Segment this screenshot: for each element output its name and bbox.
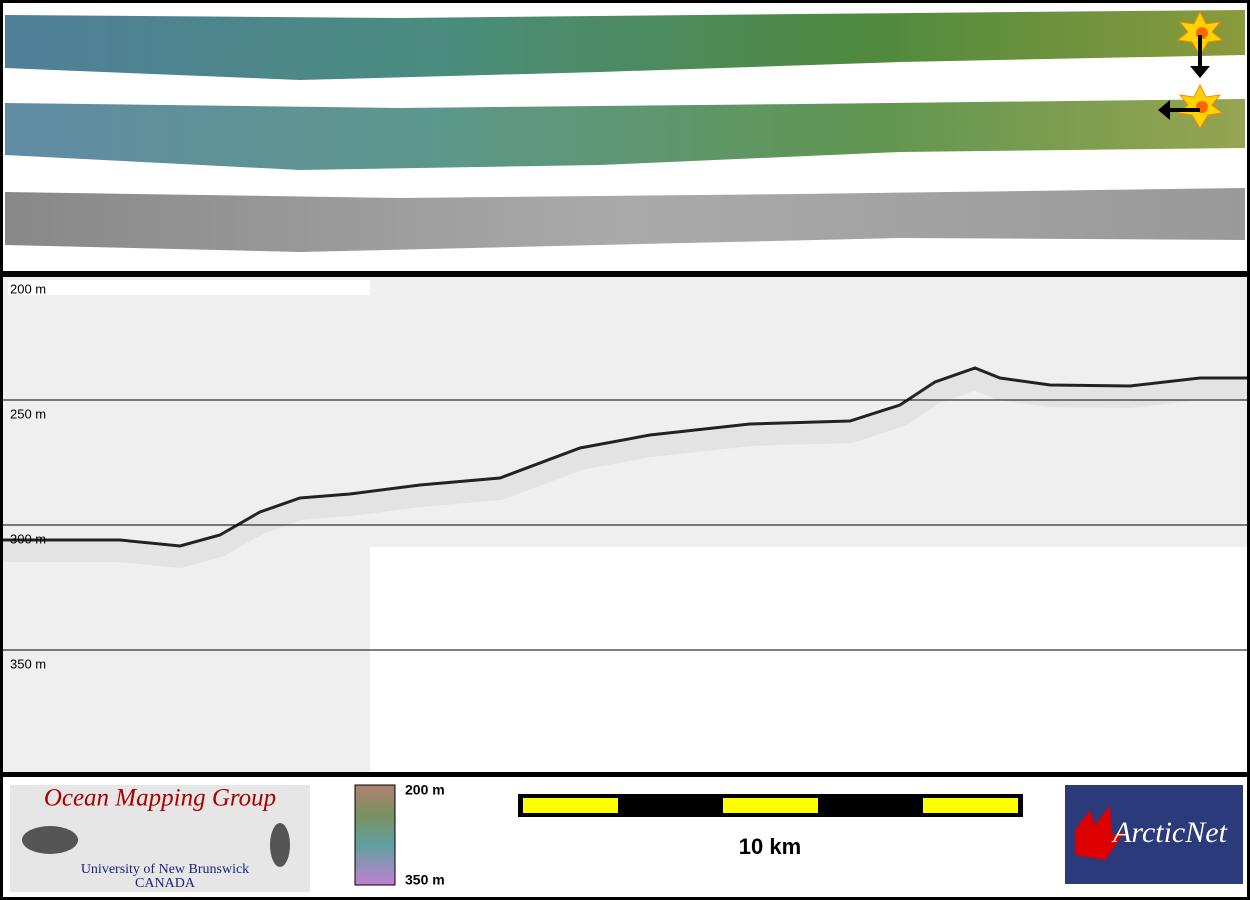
colorbar-label: 200 m [405, 782, 445, 798]
depth-label: 300 m [10, 531, 46, 546]
arcticnet-logo: ArcticNet [1065, 785, 1243, 884]
blank [370, 547, 1247, 772]
depth-label: 250 m [10, 406, 46, 421]
blank [8, 280, 370, 295]
scale-bar [518, 794, 1023, 817]
profile-scatter [3, 369, 1247, 569]
bathymetry-swath [5, 10, 1245, 80]
logo-text: University of New Brunswick [81, 862, 249, 877]
logo-text: CANADA [135, 876, 196, 891]
colorbar-label: 350 m [405, 872, 445, 888]
direction-icon [1158, 10, 1224, 129]
bathymetry-swath [5, 99, 1245, 170]
seafloor-profile [3, 366, 1247, 548]
backscatter-swath [5, 188, 1245, 252]
logo-title: ArcticNet [1111, 816, 1228, 849]
depth-label: 200 m [10, 281, 46, 296]
depth-label: 350 m [10, 656, 46, 671]
logo-title: Ocean Mapping Group [44, 785, 276, 812]
scale-label: 10 km [739, 834, 801, 859]
omg-logo: Ocean Mapping Group University of New Br… [10, 785, 310, 892]
colorbar [354, 784, 396, 886]
